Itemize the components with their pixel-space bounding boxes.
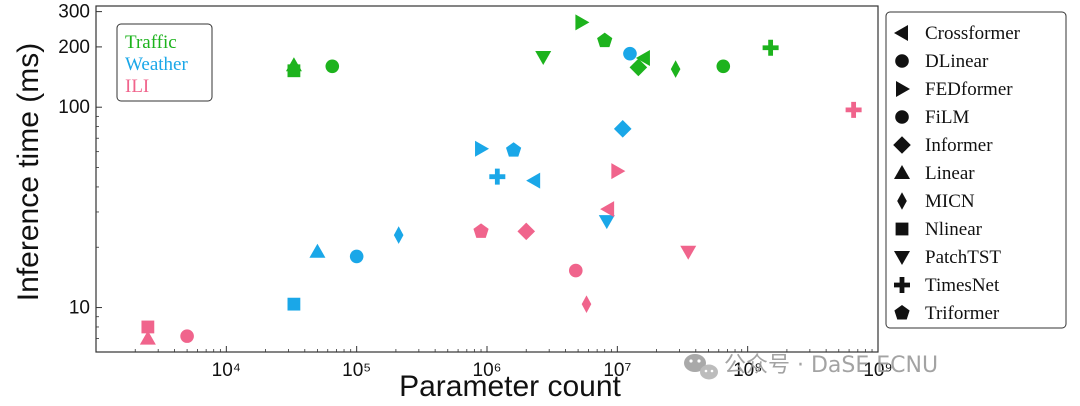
x-tick-label: 10⁵ <box>342 360 371 381</box>
point-traffic-dlinear <box>716 59 731 74</box>
point-ili-dlinear <box>568 263 583 278</box>
point-weather-linear <box>309 243 326 258</box>
data-points <box>139 14 862 345</box>
legend-label-patchtst: PatchTST <box>925 247 1001 268</box>
dataset-legend-ili: ILI <box>125 76 149 97</box>
point-ili-triformer <box>473 223 489 238</box>
x-axis-title: Parameter count <box>399 370 621 403</box>
point-weather-patchtst <box>598 215 615 230</box>
point-weather-timesnet <box>489 168 506 185</box>
point-weather-micn <box>393 226 404 244</box>
nlinear-legend-marker <box>895 222 909 236</box>
point-ili-crossformer <box>600 201 615 218</box>
crossformer-legend-marker <box>894 25 908 41</box>
model-legend-items: Crossformer DLinear FEDformer FiLM Informer L… <box>893 23 1021 324</box>
point-ili-patchtst <box>680 245 697 260</box>
point-ili-nlinear <box>141 320 155 334</box>
model-legend-box <box>885 11 1067 329</box>
film-legend-marker <box>895 110 909 124</box>
plot-area <box>95 5 879 353</box>
x-tick-label: 10⁶ <box>473 360 502 381</box>
x-tick-label: 10⁸ <box>733 360 762 381</box>
point-ili-micn <box>581 295 592 313</box>
micn-legend-marker <box>897 192 907 210</box>
point-weather-triformer <box>505 142 522 157</box>
legend-label-nlinear: Nlinear <box>925 219 983 240</box>
legend-label-dlinear: DLinear <box>925 51 989 72</box>
linear-legend-marker <box>894 165 910 179</box>
fedformer-legend-marker <box>896 81 910 97</box>
dataset-legend-weather: Weather <box>125 54 188 75</box>
point-weather-dlinear <box>623 46 637 61</box>
point-weather-informer <box>613 120 632 138</box>
legend-label-crossformer: Crossformer <box>925 23 1021 44</box>
dataset-legend-traffic: Traffic <box>125 32 177 53</box>
triformer-legend-marker <box>894 305 910 320</box>
point-ili-film <box>180 329 194 343</box>
point-traffic-timesnet <box>762 39 779 56</box>
legend-label-informer: Informer <box>925 135 993 156</box>
axis-ticks: 10⁴ 10⁵ 10⁶ 10⁷ 10⁸ 10⁹ 10 100 200 300 <box>58 2 892 381</box>
point-traffic-fedformer <box>575 14 590 31</box>
point-ili-timesnet <box>845 101 862 118</box>
point-weather-nlinear <box>287 297 301 311</box>
point-weather-film <box>349 249 364 264</box>
legend-label-fedformer: FEDformer <box>925 79 1013 100</box>
patchtst-legend-marker <box>894 251 910 265</box>
x-tick-label: 10⁷ <box>603 360 631 381</box>
legend-label-linear: Linear <box>925 163 975 184</box>
point-traffic-triformer <box>597 32 613 48</box>
point-traffic-micn <box>670 60 681 78</box>
legend-label-micn: MICN <box>925 191 975 212</box>
dataset-legend-box <box>116 23 213 102</box>
legend-label-timesnet: TimesNet <box>925 275 1000 296</box>
x-tick-label: 10⁴ <box>212 360 241 381</box>
y-tick-label: 300 <box>58 2 90 23</box>
x-tick-label: 10⁹ <box>863 360 892 381</box>
y-axis-title: Inference time (ms) <box>12 43 45 301</box>
dataset-color-legend: Traffic Weather ILI <box>116 23 213 102</box>
wechat-icon <box>684 354 718 380</box>
watermark: 公众号 · DaSE ECNU <box>684 353 938 380</box>
point-traffic-crossformer <box>635 50 650 67</box>
point-traffic-nlinear <box>287 64 301 78</box>
point-traffic-patchtst <box>535 51 552 66</box>
dlinear-legend-marker <box>895 54 909 68</box>
point-ili-fedformer <box>611 163 626 180</box>
point-traffic-informer <box>629 58 648 77</box>
y-tick-label: 100 <box>58 97 90 118</box>
point-ili-linear <box>139 330 156 345</box>
timesnet-legend-marker <box>894 277 910 293</box>
legend-label-triformer: Triformer <box>925 303 1000 324</box>
point-ili-informer <box>517 222 536 241</box>
point-weather-fedformer <box>475 140 490 157</box>
model-marker-legend: Crossformer DLinear FEDformer FiLM Informer L… <box>885 11 1067 329</box>
informer-legend-marker <box>893 136 911 154</box>
y-tick-label: 10 <box>69 298 90 319</box>
y-tick-label: 200 <box>58 37 90 58</box>
watermark-text: 公众号 · DaSE ECNU <box>724 353 938 378</box>
legend-label-film: FiLM <box>925 107 969 128</box>
point-traffic-film <box>325 59 340 74</box>
point-weather-crossformer <box>526 172 541 189</box>
